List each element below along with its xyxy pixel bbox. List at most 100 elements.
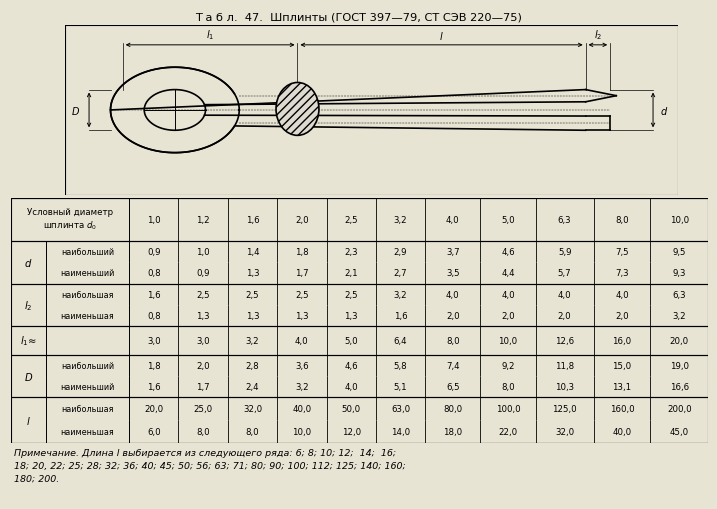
Text: $D$: $D$ xyxy=(71,105,80,117)
Text: наименьшая: наименьшая xyxy=(60,312,114,321)
Text: 5,7: 5,7 xyxy=(558,269,571,278)
Text: 1,3: 1,3 xyxy=(295,312,309,321)
Text: 3,2: 3,2 xyxy=(394,215,407,224)
Text: 9,2: 9,2 xyxy=(501,361,515,370)
Text: 5,8: 5,8 xyxy=(394,361,407,370)
Text: 1,6: 1,6 xyxy=(246,215,260,224)
Text: 2,0: 2,0 xyxy=(558,312,571,321)
Text: 0,8: 0,8 xyxy=(147,269,161,278)
Text: наибольший: наибольший xyxy=(61,361,114,370)
Text: 18,0: 18,0 xyxy=(443,427,462,436)
Text: 8,0: 8,0 xyxy=(246,427,260,436)
Text: 3,2: 3,2 xyxy=(246,336,260,345)
Text: 2,5: 2,5 xyxy=(196,290,210,299)
Text: 16,0: 16,0 xyxy=(612,336,632,345)
Text: 25,0: 25,0 xyxy=(194,405,213,413)
Text: $d$: $d$ xyxy=(660,105,669,117)
Text: наибольший: наибольший xyxy=(61,247,114,257)
Text: 8,0: 8,0 xyxy=(501,382,515,391)
Text: 4,0: 4,0 xyxy=(615,290,629,299)
Text: 3,0: 3,0 xyxy=(147,336,161,345)
Text: 7,5: 7,5 xyxy=(615,247,629,257)
Text: 4,6: 4,6 xyxy=(501,247,515,257)
Text: 2,5: 2,5 xyxy=(246,290,260,299)
Text: 200,0: 200,0 xyxy=(667,405,692,413)
Text: 16,6: 16,6 xyxy=(670,382,689,391)
Text: 0,8: 0,8 xyxy=(147,312,161,321)
Text: 14,0: 14,0 xyxy=(391,427,410,436)
Text: $l_1$: $l_1$ xyxy=(206,28,214,42)
Text: 40,0: 40,0 xyxy=(612,427,632,436)
Text: наименьший: наименьший xyxy=(60,382,115,391)
Text: 6,3: 6,3 xyxy=(673,290,686,299)
Text: 5,9: 5,9 xyxy=(558,247,571,257)
Text: 12,6: 12,6 xyxy=(555,336,574,345)
Text: 3,2: 3,2 xyxy=(394,290,407,299)
Text: 3,0: 3,0 xyxy=(196,336,210,345)
Text: 9,3: 9,3 xyxy=(673,269,686,278)
Text: 40,0: 40,0 xyxy=(293,405,311,413)
Text: 0,9: 0,9 xyxy=(147,247,161,257)
Text: 1,3: 1,3 xyxy=(344,312,358,321)
Text: 160,0: 160,0 xyxy=(609,405,635,413)
Text: 12,0: 12,0 xyxy=(342,427,361,436)
Text: 3,5: 3,5 xyxy=(446,269,460,278)
Text: 5,1: 5,1 xyxy=(394,382,407,391)
Text: 8,0: 8,0 xyxy=(196,427,210,436)
Text: 20,0: 20,0 xyxy=(144,405,163,413)
Text: наименьшая: наименьшая xyxy=(60,427,114,436)
Text: 1,3: 1,3 xyxy=(196,312,210,321)
Text: 1,8: 1,8 xyxy=(295,247,309,257)
Text: 4,0: 4,0 xyxy=(295,336,309,345)
Text: 2,8: 2,8 xyxy=(246,361,260,370)
Text: 1,7: 1,7 xyxy=(295,269,309,278)
Text: 100,0: 100,0 xyxy=(495,405,521,413)
Text: наибольшая: наибольшая xyxy=(61,405,113,413)
Text: 10,0: 10,0 xyxy=(670,215,689,224)
Text: 4,0: 4,0 xyxy=(446,215,460,224)
Text: наибольшая: наибольшая xyxy=(61,290,113,299)
Text: 45,0: 45,0 xyxy=(670,427,689,436)
Text: 3,6: 3,6 xyxy=(295,361,309,370)
Text: Т а б л.  47.  Шплинты (ГОСТ 397—79, СТ СЭВ 220—75): Т а б л. 47. Шплинты (ГОСТ 397—79, СТ СЭ… xyxy=(195,13,522,23)
Text: 32,0: 32,0 xyxy=(243,405,262,413)
Text: 4,0: 4,0 xyxy=(501,290,515,299)
Text: 2,0: 2,0 xyxy=(501,312,515,321)
Text: 0,9: 0,9 xyxy=(196,269,210,278)
Text: 2,0: 2,0 xyxy=(615,312,629,321)
Text: $\it{l_1}\!\approx$: $\it{l_1}\!\approx$ xyxy=(19,334,37,348)
Text: 19,0: 19,0 xyxy=(670,361,689,370)
Text: $l$: $l$ xyxy=(440,30,444,42)
Text: 10,0: 10,0 xyxy=(498,336,518,345)
Ellipse shape xyxy=(276,83,319,136)
Text: 1,0: 1,0 xyxy=(196,247,210,257)
Text: Условный диаметр
шплинта $d_0$: Условный диаметр шплинта $d_0$ xyxy=(27,208,113,232)
Text: $\it{l}$: $\it{l}$ xyxy=(26,414,31,426)
Text: 2,0: 2,0 xyxy=(196,361,210,370)
Text: 6,0: 6,0 xyxy=(147,427,161,436)
Text: 4,0: 4,0 xyxy=(446,290,460,299)
Text: 2,5: 2,5 xyxy=(344,290,358,299)
Text: 15,0: 15,0 xyxy=(612,361,632,370)
Text: 8,0: 8,0 xyxy=(615,215,629,224)
Text: 32,0: 32,0 xyxy=(555,427,574,436)
Text: $\it{d}$: $\it{d}$ xyxy=(24,257,32,269)
Text: 4,6: 4,6 xyxy=(344,361,358,370)
Text: 1,0: 1,0 xyxy=(147,215,161,224)
Text: 4,0: 4,0 xyxy=(344,382,358,391)
Text: 2,7: 2,7 xyxy=(394,269,407,278)
Text: 22,0: 22,0 xyxy=(498,427,518,436)
Text: 1,3: 1,3 xyxy=(246,269,260,278)
Text: 5,0: 5,0 xyxy=(344,336,358,345)
Text: 10,0: 10,0 xyxy=(293,427,311,436)
Text: $l_2$: $l_2$ xyxy=(594,28,602,42)
Text: 125,0: 125,0 xyxy=(552,405,577,413)
Text: 2,0: 2,0 xyxy=(446,312,460,321)
Text: 11,8: 11,8 xyxy=(555,361,574,370)
Text: 63,0: 63,0 xyxy=(391,405,410,413)
Text: 2,5: 2,5 xyxy=(344,215,358,224)
Text: 6,3: 6,3 xyxy=(558,215,571,224)
Text: 80,0: 80,0 xyxy=(443,405,462,413)
Text: Примечание. Длина l выбирается из следующего ряда: 6; 8; 10; 12;  14;  16;
18; 2: Примечание. Длина l выбирается из следую… xyxy=(14,448,406,482)
Text: 9,5: 9,5 xyxy=(673,247,686,257)
